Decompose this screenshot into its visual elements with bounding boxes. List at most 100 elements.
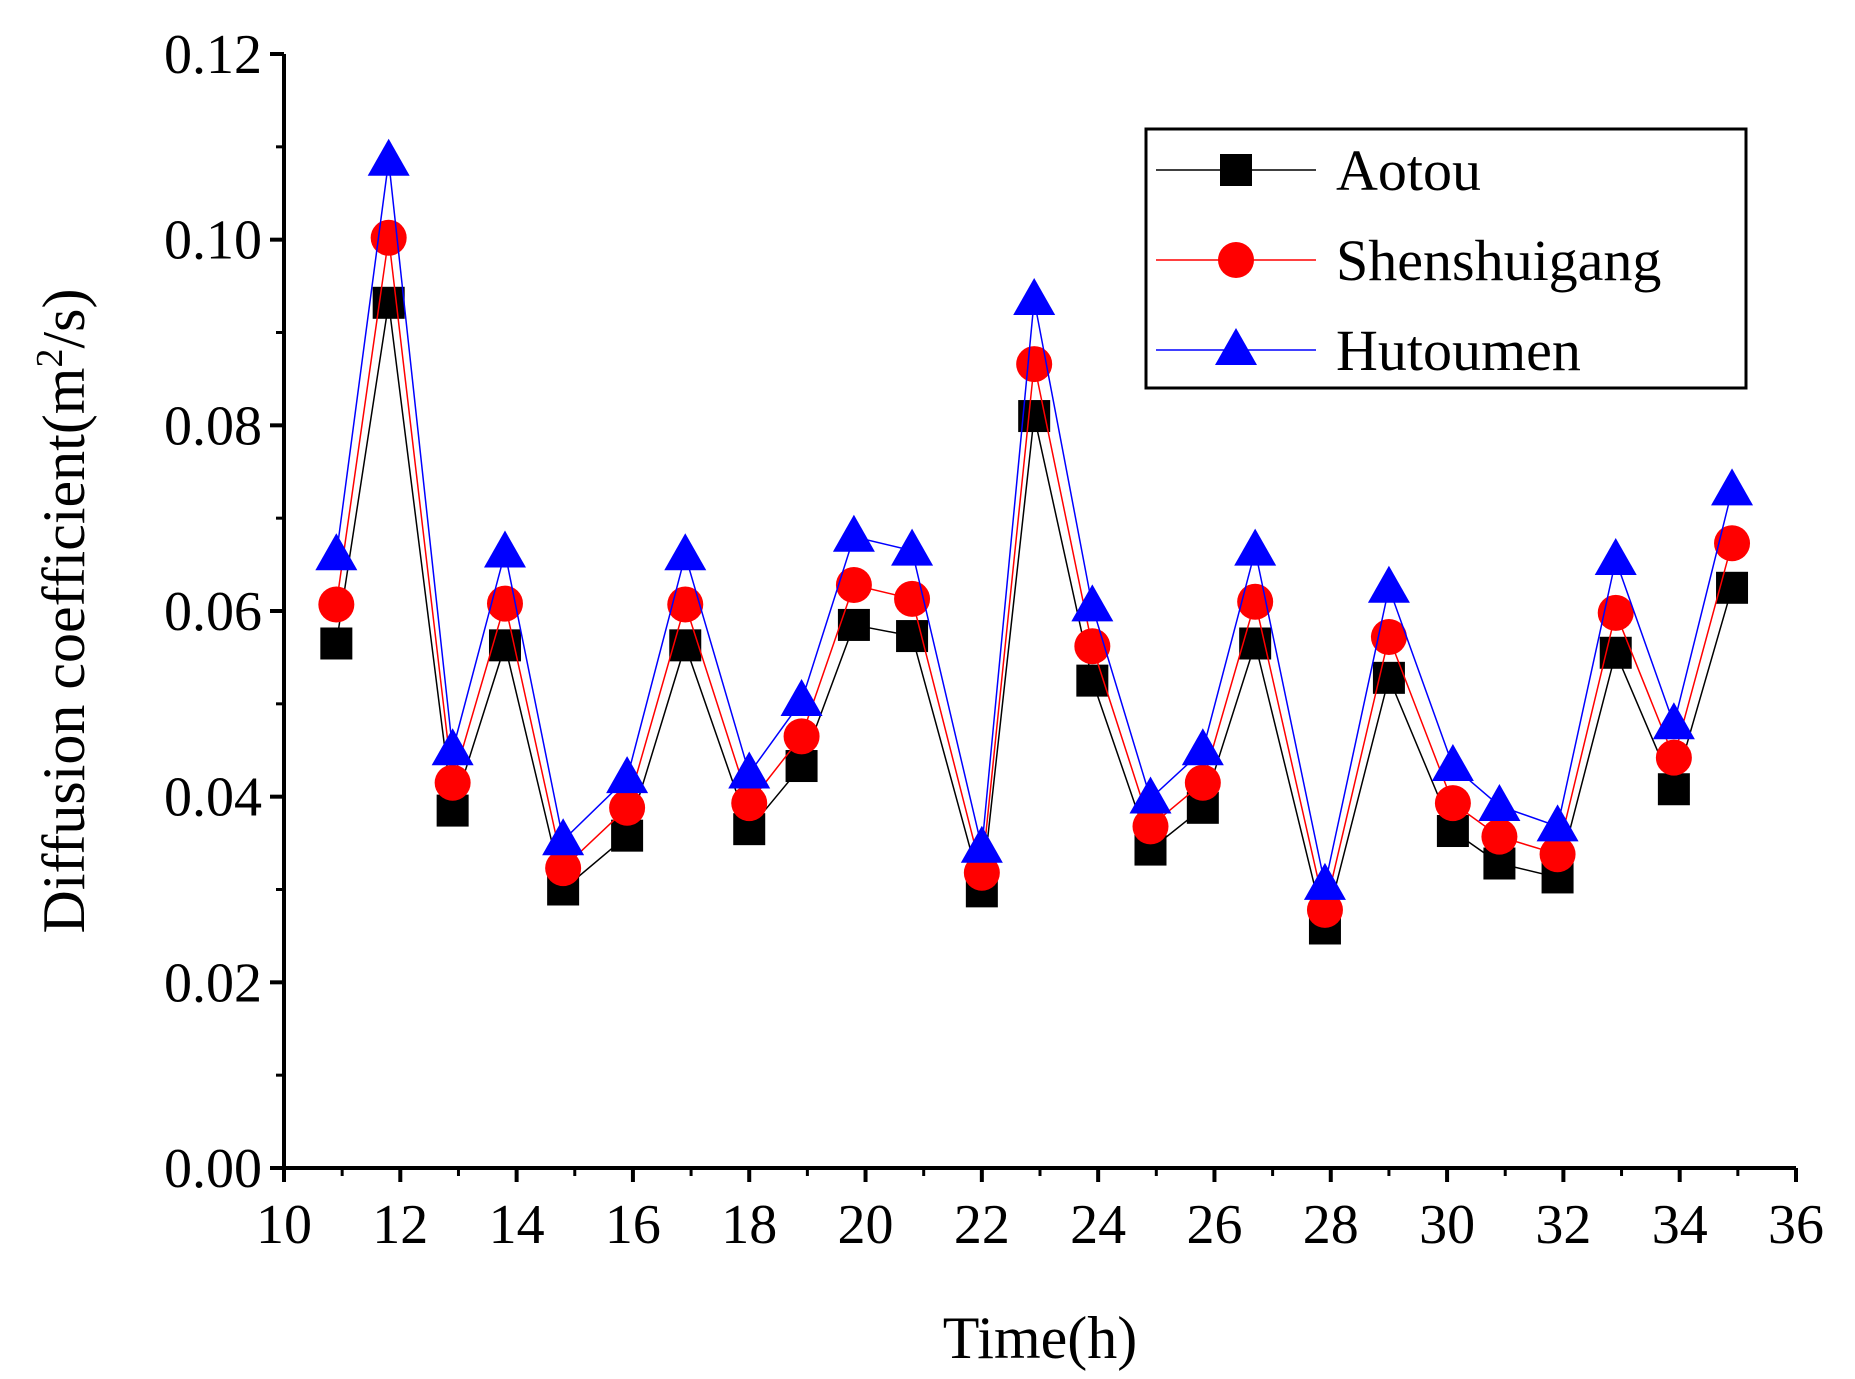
data-point-shenshuigang	[1655, 739, 1692, 776]
x-tick-label: 36	[1768, 1194, 1824, 1256]
data-point-shenshuigang	[963, 854, 1000, 891]
legend-marker-hutoumen	[1215, 328, 1257, 365]
data-point-hutoumen	[542, 818, 585, 856]
y-tick-label: 0.08	[164, 395, 262, 457]
x-tick-label: 32	[1535, 1194, 1591, 1256]
data-point-shenshuigang	[1016, 346, 1053, 383]
data-point-hutoumen	[1594, 537, 1637, 575]
data-point-hutoumen	[1303, 862, 1346, 900]
data-point-aotou	[669, 629, 702, 662]
data-point-aotou	[785, 750, 818, 783]
x-tick-label: 12	[372, 1194, 428, 1256]
data-point-hutoumen	[606, 756, 649, 794]
data-point-aotou	[488, 629, 521, 662]
data-point-hutoumen	[891, 528, 934, 566]
legend-label-aotou: Aotou	[1336, 138, 1481, 203]
legend-item-shenshuigang: Shenshuigang	[1156, 228, 1661, 293]
data-point-hutoumen	[1536, 804, 1579, 842]
data-point-hutoumen	[832, 514, 875, 552]
x-tick-label: 28	[1303, 1194, 1359, 1256]
data-point-shenshuigang	[1714, 525, 1751, 562]
data-point-hutoumen	[1367, 565, 1410, 603]
x-axis-title: Time(h)	[943, 1305, 1137, 1371]
data-point-hutoumen	[780, 679, 823, 717]
data-point-hutoumen	[1711, 468, 1754, 506]
data-point-shenshuigang	[1597, 594, 1634, 631]
x-tick-label: 26	[1186, 1194, 1242, 1256]
y-tick-label: 0.10	[164, 210, 262, 272]
legend-marker-shenshuigang	[1218, 242, 1254, 278]
data-point-shenshuigang	[667, 586, 704, 623]
data-point-shenshuigang	[835, 567, 872, 604]
data-point-shenshuigang	[609, 789, 646, 826]
plot-area: 0.00 0.02 0.04 0.06 0.08 0.10 0.12 10 12 14 16 18 2…	[164, 24, 1824, 1256]
legend-item-aotou: Aotou	[1156, 138, 1481, 203]
data-point-shenshuigang	[783, 718, 820, 755]
data-point-aotou	[1599, 636, 1632, 669]
data-point-hutoumen	[664, 533, 707, 571]
data-point-aotou	[1239, 627, 1272, 660]
data-point-shenshuigang	[1184, 764, 1221, 801]
data-point-hutoumen	[1478, 783, 1521, 821]
data-point-shenshuigang	[1539, 836, 1576, 873]
legend-item-hutoumen: Hutoumen	[1156, 318, 1581, 383]
legend-label-hutoumen: Hutoumen	[1336, 318, 1581, 383]
data-point-hutoumen	[1234, 528, 1277, 566]
x-tick-label: 20	[838, 1194, 894, 1256]
data-point-shenshuigang	[545, 850, 582, 887]
y-axis-title: Diffusion coefficient(m2/s)	[29, 289, 97, 934]
data-point-hutoumen	[1181, 728, 1224, 766]
data-point-hutoumen	[1431, 744, 1474, 782]
data-point-hutoumen	[1129, 776, 1172, 814]
y-axis-title-superscript: 2	[29, 349, 71, 368]
data-point-hutoumen	[1071, 584, 1114, 622]
data-point-hutoumen	[1013, 278, 1056, 316]
legend-marker-aotou	[1220, 154, 1252, 186]
y-tick-label: 0.00	[164, 1138, 262, 1200]
legend-items: Aotou Shenshuigang Hutoumen	[1156, 138, 1661, 383]
series-layer	[315, 138, 1754, 945]
data-point-aotou	[896, 620, 929, 653]
legend: Aotou Shenshuigang Hutoumen	[1144, 127, 1748, 390]
data-point-shenshuigang	[318, 586, 355, 623]
data-point-shenshuigang	[731, 785, 768, 822]
x-tick-label: 24	[1070, 1194, 1126, 1256]
data-point-aotou	[1716, 571, 1749, 604]
x-tick-label: 14	[489, 1194, 545, 1256]
y-tick-label: 0.04	[164, 767, 262, 829]
x-ticks: 10 12 14 16 18 20 22 24 26 28 30 32 34 36	[256, 1168, 1824, 1256]
data-point-shenshuigang	[894, 580, 931, 617]
legend-label-shenshuigang: Shenshuigang	[1336, 228, 1661, 293]
y-axis-title-tail: /s)	[31, 289, 97, 349]
data-point-shenshuigang	[1306, 891, 1343, 928]
data-point-hutoumen	[728, 751, 771, 789]
data-point-aotou	[320, 627, 353, 660]
data-point-shenshuigang	[434, 764, 471, 801]
x-tick-label: 22	[954, 1194, 1010, 1256]
x-tick-label: 30	[1419, 1194, 1475, 1256]
data-point-hutoumen	[431, 728, 474, 766]
data-point-hutoumen	[960, 825, 1003, 863]
y-tick-label: 0.12	[164, 24, 262, 86]
series-shenshuigang	[318, 219, 1751, 928]
x-tick-label: 10	[256, 1194, 312, 1256]
y-tick-label: 0.06	[164, 581, 262, 643]
data-point-aotou	[1372, 661, 1405, 694]
data-point-shenshuigang	[1132, 808, 1169, 845]
data-point-hutoumen	[315, 533, 358, 571]
y-tick-label: 0.02	[164, 952, 262, 1014]
data-point-hutoumen	[483, 530, 526, 568]
data-point-hutoumen	[1652, 702, 1695, 740]
series-hutoumen	[315, 138, 1754, 900]
x-tick-label: 16	[605, 1194, 661, 1256]
data-point-hutoumen	[367, 138, 410, 176]
series-line-aotou	[335, 302, 1733, 929]
y-axis-title-main: Diffusion coefficient(m	[31, 368, 97, 934]
x-tick-label: 34	[1652, 1194, 1708, 1256]
data-point-aotou	[837, 608, 870, 641]
y-ticks: 0.00 0.02 0.04 0.06 0.08 0.10 0.12	[164, 24, 284, 1200]
x-tick-label: 18	[721, 1194, 777, 1256]
data-point-shenshuigang	[1481, 818, 1518, 855]
data-point-shenshuigang	[1434, 785, 1471, 822]
